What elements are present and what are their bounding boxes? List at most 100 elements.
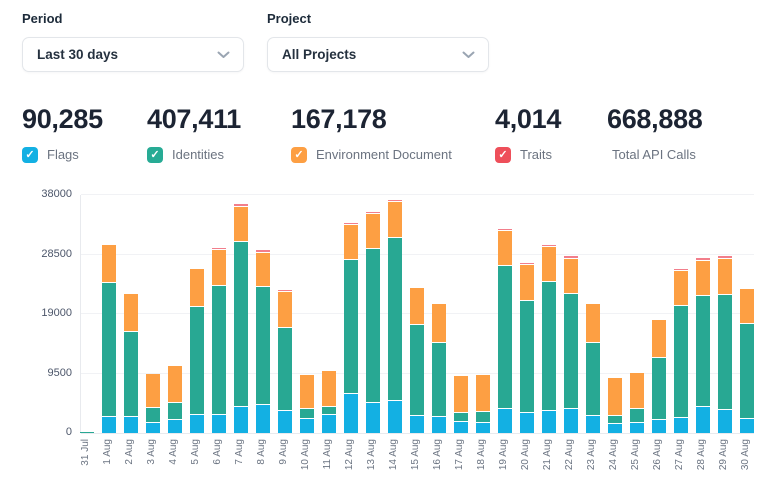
bar-segment-identities [629, 409, 644, 422]
bar-segment-environment-document [695, 261, 710, 295]
y-axis-tick: 19000 [41, 307, 72, 319]
chart-bar[interactable] [123, 294, 138, 433]
chart-bar[interactable] [277, 290, 292, 433]
chart-bar[interactable] [673, 269, 688, 433]
bar-segment-identities [431, 343, 446, 416]
chart-bar[interactable] [145, 374, 160, 433]
bar-segment-environment-document [343, 225, 358, 259]
chart-bar[interactable] [321, 371, 336, 433]
bar-segment-identities [321, 407, 336, 414]
y-axis-tick: 38000 [41, 188, 72, 200]
chart-bar[interactable] [519, 263, 534, 433]
bar-segment-identities [497, 266, 512, 408]
stat-flags: 90,285 ✓ Flags [22, 102, 103, 163]
bar-segment-flags [717, 410, 732, 433]
bar-segment-environment-document [717, 259, 732, 294]
chart-bar[interactable] [651, 320, 666, 433]
x-axis-tick: 8 Aug [255, 439, 267, 465]
x-axis-tick: 1 Aug [101, 439, 113, 465]
project-label: Project [267, 11, 312, 26]
bar-segment-environment-document [673, 271, 688, 305]
x-axis-tick: 20 Aug [519, 439, 531, 471]
bar-segment-environment-document [409, 288, 424, 324]
bar-segment-environment-document [519, 265, 534, 300]
chart-bar[interactable] [365, 212, 380, 433]
bar-segment-flags [585, 416, 600, 433]
bar-segment-flags [255, 405, 270, 433]
bar-segment-traits [277, 290, 292, 291]
bar-segment-identities [365, 249, 380, 402]
bar-segment-identities [541, 282, 556, 410]
chart-bar[interactable] [233, 204, 248, 433]
stat-identities: 407,411 ✓ Identities [147, 102, 241, 163]
x-axis-tick: 15 Aug [409, 439, 421, 471]
bar-segment-environment-document [541, 247, 556, 281]
bar-segment-traits [541, 245, 556, 246]
chart-bar[interactable] [343, 223, 358, 433]
bar-segment-traits [233, 204, 248, 206]
x-axis-tick: 2 Aug [123, 439, 135, 465]
chart-bar[interactable] [585, 304, 600, 433]
bar-segment-flags [607, 424, 622, 433]
bar-segment-identities [453, 413, 468, 421]
chart-bar[interactable] [79, 432, 94, 433]
bar-segment-identities [299, 409, 314, 418]
chart-bar[interactable] [189, 269, 204, 433]
bar-segment-identities [475, 412, 490, 422]
project-select[interactable]: All Projects [267, 37, 489, 72]
bar-segment-flags [519, 413, 534, 433]
stat-value: 4,014 [495, 104, 562, 134]
chart-bar[interactable] [101, 245, 116, 433]
chart-bar[interactable] [739, 289, 754, 433]
chart-bar[interactable] [409, 288, 424, 433]
x-axis-tick: 9 Aug [277, 439, 289, 465]
flags-checkbox[interactable]: ✓ [22, 146, 38, 163]
chevron-down-icon [217, 51, 230, 59]
bar-segment-traits [673, 269, 688, 270]
bar-segment-environment-document [585, 304, 600, 342]
x-axis-tick: 18 Aug [475, 439, 487, 471]
stat-label: Identities [172, 147, 225, 162]
bar-segment-identities [585, 343, 600, 415]
chart-bar[interactable] [607, 378, 622, 433]
bar-segment-identities [519, 301, 534, 412]
environment-document-checkbox[interactable]: ✓ [291, 146, 307, 163]
chart-bar[interactable] [167, 366, 182, 433]
bar-segment-flags [299, 419, 314, 433]
chart-bar[interactable] [629, 373, 644, 433]
period-select[interactable]: Last 30 days [22, 37, 244, 72]
chart-bar[interactable] [563, 256, 578, 433]
identities-checkbox[interactable]: ✓ [147, 146, 163, 163]
bar-segment-flags [145, 423, 160, 433]
chart-bar[interactable] [695, 258, 710, 433]
bar-segment-environment-document [145, 374, 160, 407]
period-selected-value: Last 30 days [37, 47, 119, 62]
x-axis-tick: 5 Aug [189, 439, 201, 465]
chart-bar[interactable] [431, 304, 446, 433]
bar-segment-identities [673, 306, 688, 417]
bar-segment-environment-document [277, 292, 292, 327]
traits-checkbox[interactable]: ✓ [495, 146, 511, 163]
stat-value: 90,285 [22, 104, 103, 134]
chart-bar[interactable] [299, 375, 314, 433]
chart-bar[interactable] [541, 245, 556, 433]
x-axis-tick: 27 Aug [673, 439, 685, 471]
bar-segment-identities [651, 358, 666, 419]
x-axis-tick: 17 Aug [453, 439, 465, 471]
chart-bar[interactable] [453, 376, 468, 433]
bar-segment-identities [123, 332, 138, 416]
chart-bar[interactable] [497, 229, 512, 433]
chart-bar[interactable] [255, 250, 270, 433]
x-axis-tick: 19 Aug [497, 439, 509, 471]
x-axis-tick: 30 Aug [739, 439, 751, 471]
bar-segment-flags [211, 415, 226, 433]
chart-bar[interactable] [475, 375, 490, 433]
bar-segment-flags [101, 417, 116, 433]
chart-bar[interactable] [387, 200, 402, 433]
bar-segment-identities [277, 328, 292, 410]
gridline [81, 253, 754, 255]
chart-bar[interactable] [211, 248, 226, 433]
bar-segment-flags [167, 420, 182, 433]
bar-segment-identities [189, 307, 204, 414]
chart-bar[interactable] [717, 256, 732, 433]
